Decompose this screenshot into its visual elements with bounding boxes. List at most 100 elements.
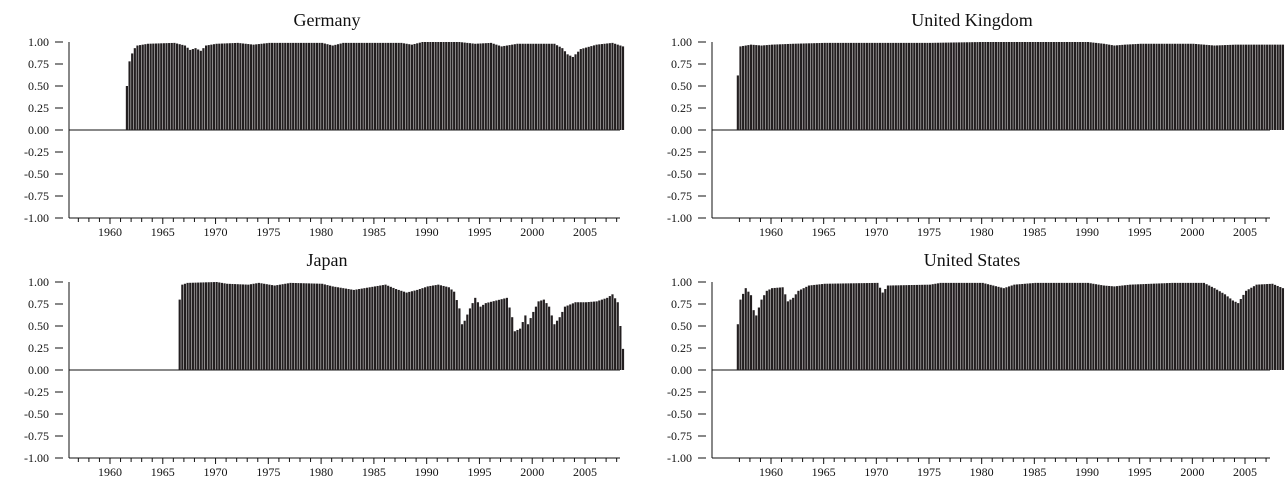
bar [186, 282, 189, 370]
bar [802, 288, 805, 370]
bar [484, 43, 487, 130]
bar [936, 283, 940, 370]
bar [487, 43, 490, 130]
bar [1168, 282, 1171, 370]
y-tick-label: 0.00 [671, 123, 692, 137]
bar [1208, 285, 1211, 370]
bar [318, 283, 321, 370]
bar [878, 42, 882, 130]
bar [561, 311, 564, 370]
bar [765, 45, 768, 130]
bar [973, 282, 976, 370]
bar [563, 51, 567, 130]
bar [957, 282, 961, 370]
bar [619, 45, 622, 130]
bar [236, 284, 239, 370]
bar [294, 283, 297, 370]
bar [368, 287, 371, 370]
bar [621, 46, 625, 130]
x-tick-label: 2005 [1233, 465, 1257, 479]
bar [336, 44, 340, 131]
bar [410, 291, 413, 370]
bar [585, 302, 588, 370]
bar [1129, 44, 1132, 130]
y-tick-label: 0.75 [28, 57, 49, 71]
bar [526, 43, 530, 131]
bar [992, 285, 995, 370]
bar [194, 282, 197, 370]
bar [1100, 43, 1103, 130]
bar [595, 301, 598, 370]
bar [865, 283, 868, 370]
bar [1044, 282, 1048, 370]
bar [202, 282, 205, 370]
bar [902, 285, 905, 370]
bar [873, 42, 876, 130]
bar [1218, 45, 1221, 130]
bar [1115, 286, 1119, 370]
bar [781, 287, 784, 370]
bar [387, 42, 390, 130]
bar [1137, 284, 1140, 370]
bar [1205, 284, 1208, 370]
y-tick-label: 0.25 [671, 101, 692, 115]
x-tick-label: 1960 [98, 225, 122, 239]
bar [963, 282, 966, 370]
y-tick-label: 1.00 [671, 35, 692, 49]
bar [1150, 43, 1153, 131]
bar [521, 322, 524, 370]
bar [516, 43, 519, 131]
bar [1239, 299, 1242, 370]
chart-title: Germany [294, 10, 361, 30]
bar [373, 42, 377, 130]
bar [1131, 284, 1134, 370]
bar [1187, 282, 1190, 370]
bar [736, 75, 739, 130]
bar [1094, 284, 1098, 370]
bar [281, 42, 284, 130]
bar [592, 301, 596, 370]
bar [1142, 43, 1145, 131]
bar [210, 282, 213, 370]
bar [1194, 43, 1198, 131]
bar [894, 42, 897, 130]
bar [1089, 42, 1092, 130]
bar [244, 43, 247, 131]
bar [752, 44, 755, 130]
bar [776, 287, 779, 370]
bar [450, 289, 453, 370]
bar [979, 42, 982, 130]
bar [1189, 282, 1192, 370]
bar [1071, 42, 1074, 130]
bar [857, 42, 861, 130]
bar [1239, 44, 1242, 130]
bar [905, 285, 908, 370]
bar [1158, 43, 1161, 131]
bar [579, 302, 582, 370]
bar [826, 42, 829, 130]
bar [323, 284, 326, 370]
bar [739, 46, 742, 130]
bar [189, 282, 192, 370]
bar [400, 290, 403, 370]
bar [505, 297, 508, 370]
bar [931, 284, 934, 370]
bar [139, 45, 142, 130]
x-tick-label: 1975 [917, 225, 941, 239]
x-tick-label: 2000 [520, 225, 544, 239]
bar [183, 283, 187, 370]
bar [992, 42, 995, 130]
bar [913, 42, 916, 130]
bar [447, 287, 450, 370]
bar [558, 317, 561, 370]
bar [1158, 283, 1161, 370]
bar [892, 42, 895, 130]
bar [329, 44, 332, 130]
bar [1118, 45, 1121, 130]
bar [405, 43, 408, 131]
bar [376, 42, 379, 130]
bar [852, 42, 855, 130]
bar [207, 282, 210, 370]
bar [294, 42, 297, 130]
bar [1113, 286, 1116, 370]
